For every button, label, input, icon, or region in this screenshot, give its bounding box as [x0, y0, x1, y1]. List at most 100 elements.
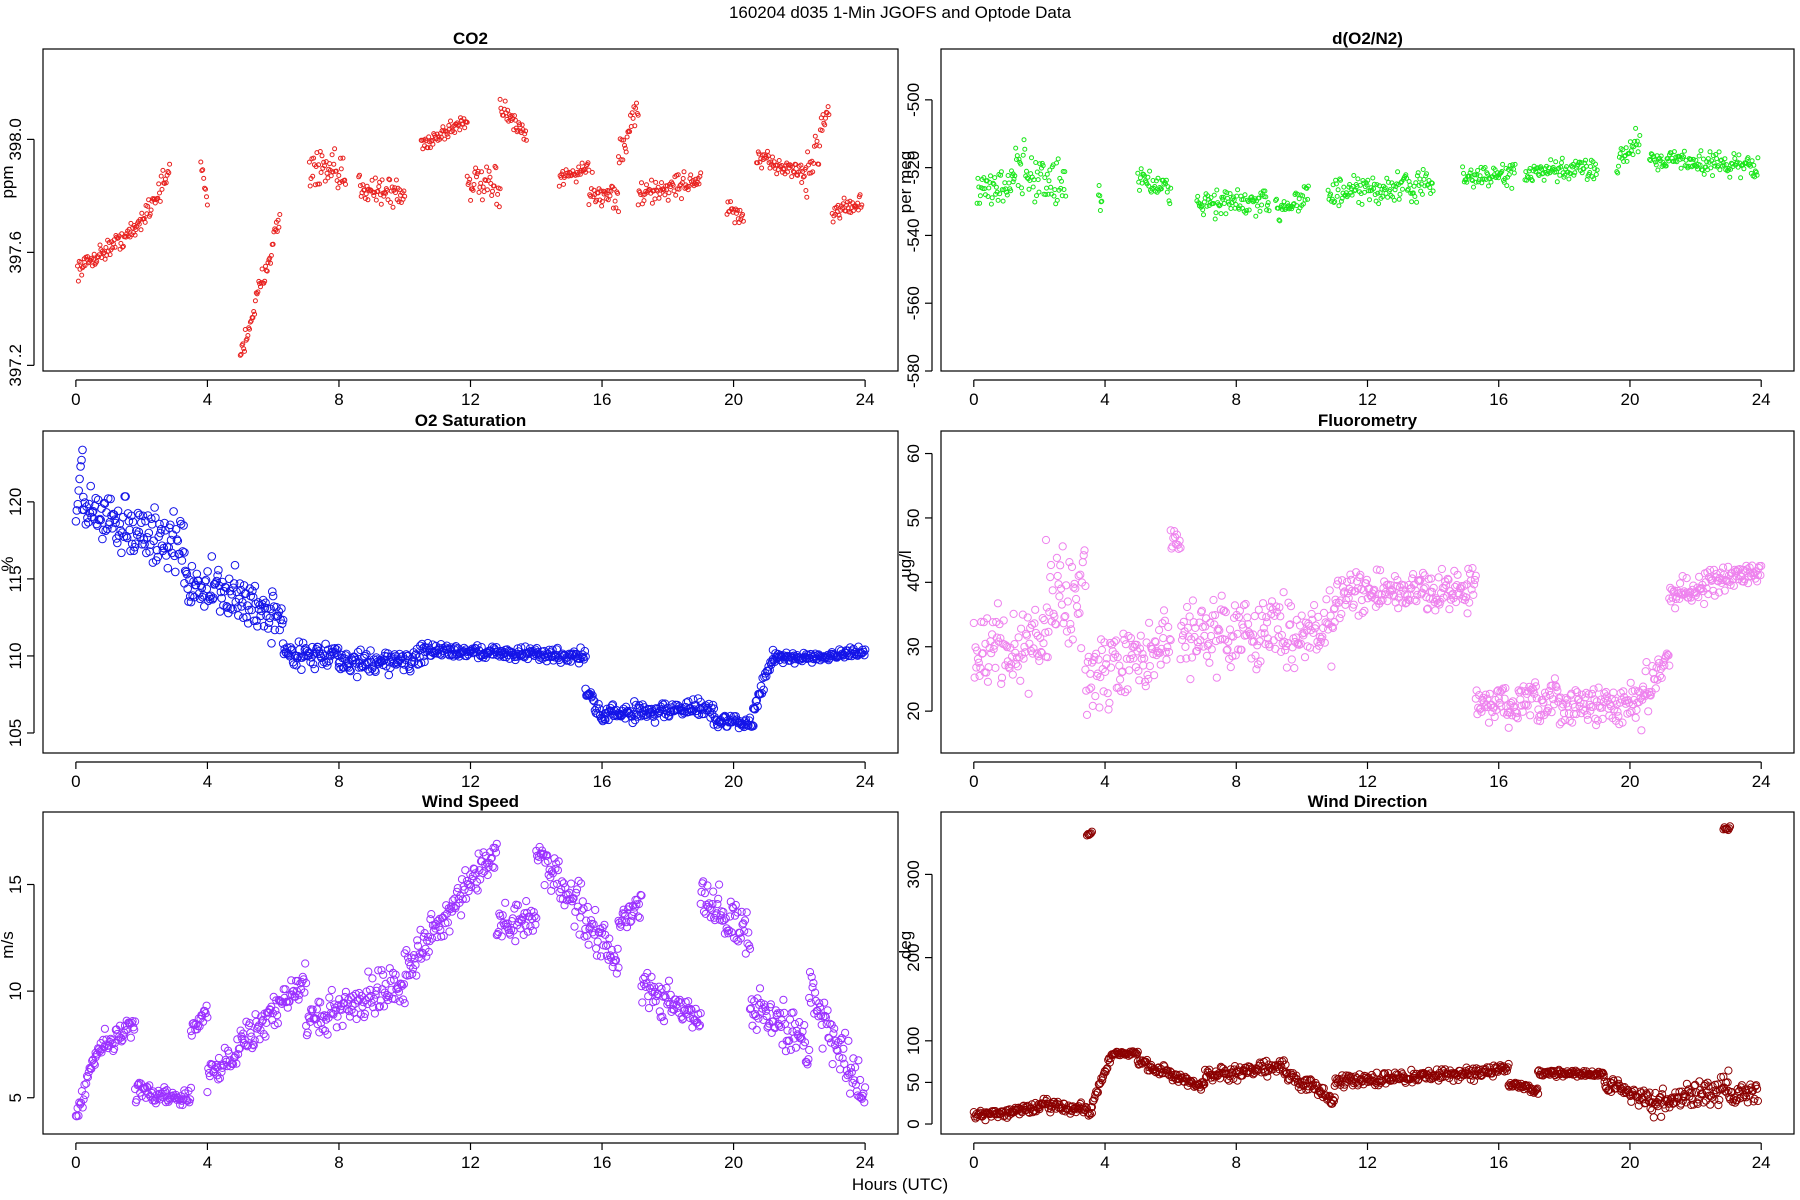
data-point — [1022, 146, 1028, 152]
data-point — [103, 245, 109, 250]
data-point — [130, 542, 139, 552]
x-tick-label: 8 — [334, 772, 343, 791]
data-point — [1258, 599, 1268, 608]
data-point — [1464, 179, 1470, 185]
data-point — [981, 175, 987, 181]
data-point — [425, 937, 434, 946]
data-point — [353, 647, 363, 657]
data-point — [733, 908, 742, 917]
data-point — [252, 298, 258, 304]
data-point — [1205, 658, 1214, 667]
data-point — [318, 170, 324, 175]
data-point — [340, 155, 346, 161]
data-point — [484, 164, 490, 170]
data-point — [159, 186, 165, 192]
data-point — [1259, 202, 1265, 208]
data-point — [841, 195, 847, 201]
data-point — [816, 1003, 825, 1012]
data-point — [693, 1018, 702, 1027]
data-point — [790, 1019, 800, 1029]
data-point — [1047, 167, 1053, 173]
data-point — [234, 611, 243, 620]
data-point — [1506, 167, 1511, 172]
data-point — [589, 169, 595, 175]
data-point — [172, 535, 182, 544]
data-point — [1054, 580, 1063, 589]
data-point — [854, 1056, 863, 1065]
data-point — [332, 1023, 341, 1032]
data-point — [732, 935, 741, 944]
data-point — [839, 1044, 848, 1053]
data-point — [1681, 148, 1687, 154]
y-tick-label: -520 — [904, 151, 923, 185]
data-point — [1584, 690, 1593, 699]
data-point — [1087, 827, 1097, 836]
data-point — [1652, 159, 1658, 165]
data-point — [203, 1013, 212, 1022]
data-point — [1753, 577, 1762, 586]
data-point — [655, 184, 661, 190]
data-point — [1184, 632, 1193, 641]
data-point — [1332, 598, 1341, 608]
data-point — [1214, 187, 1220, 193]
data-point — [1335, 187, 1341, 193]
data-point — [1637, 726, 1646, 735]
data-point — [250, 1036, 259, 1045]
data-point — [106, 1034, 115, 1044]
data-point — [1461, 170, 1466, 176]
data-point — [214, 565, 223, 575]
data-point — [1079, 551, 1088, 560]
data-point — [201, 575, 211, 585]
data-point — [1051, 620, 1061, 629]
y-tick-label: -540 — [904, 218, 923, 252]
data-point — [1044, 627, 1053, 636]
data-point — [1061, 187, 1067, 192]
data-point — [1473, 179, 1479, 185]
data-point — [1531, 682, 1541, 691]
data-point — [671, 995, 680, 1004]
data-point — [138, 511, 148, 521]
data-point — [1145, 174, 1151, 180]
data-point — [100, 1024, 110, 1033]
data-point — [1554, 179, 1560, 185]
data-point — [161, 551, 171, 560]
data-point — [256, 278, 262, 284]
data-point — [659, 1017, 669, 1026]
data-point — [131, 1017, 140, 1026]
data-point — [471, 182, 477, 187]
data-point — [1444, 575, 1453, 584]
plot-frame — [42, 48, 899, 372]
data-point — [1387, 187, 1393, 193]
data-point — [1421, 583, 1430, 592]
data-point — [470, 865, 479, 874]
data-point — [1193, 638, 1202, 647]
data-point — [478, 180, 484, 186]
data-point — [976, 663, 985, 673]
data-point — [400, 660, 409, 669]
data-point — [780, 1008, 789, 1018]
data-point — [78, 445, 87, 455]
y-tick-label: 10 — [6, 982, 25, 1001]
data-point — [273, 1019, 282, 1028]
data-point — [1328, 623, 1338, 633]
data-point — [1754, 172, 1760, 178]
data-point — [1674, 159, 1680, 165]
data-point — [1397, 191, 1403, 197]
data-point — [1021, 137, 1027, 143]
data-point — [379, 177, 385, 183]
data-point — [413, 941, 423, 950]
x-tick-label: 8 — [1232, 390, 1241, 409]
data-point — [590, 930, 599, 939]
data-point — [442, 136, 448, 142]
data-point — [1046, 178, 1052, 184]
data-point — [817, 143, 823, 149]
data-point — [1412, 194, 1418, 199]
data-point — [1393, 576, 1402, 585]
data-point — [1252, 665, 1261, 674]
data-point — [237, 602, 246, 611]
data-point — [1700, 167, 1705, 173]
data-point — [1394, 604, 1403, 613]
data-point — [96, 252, 102, 258]
data-point — [1386, 179, 1391, 185]
